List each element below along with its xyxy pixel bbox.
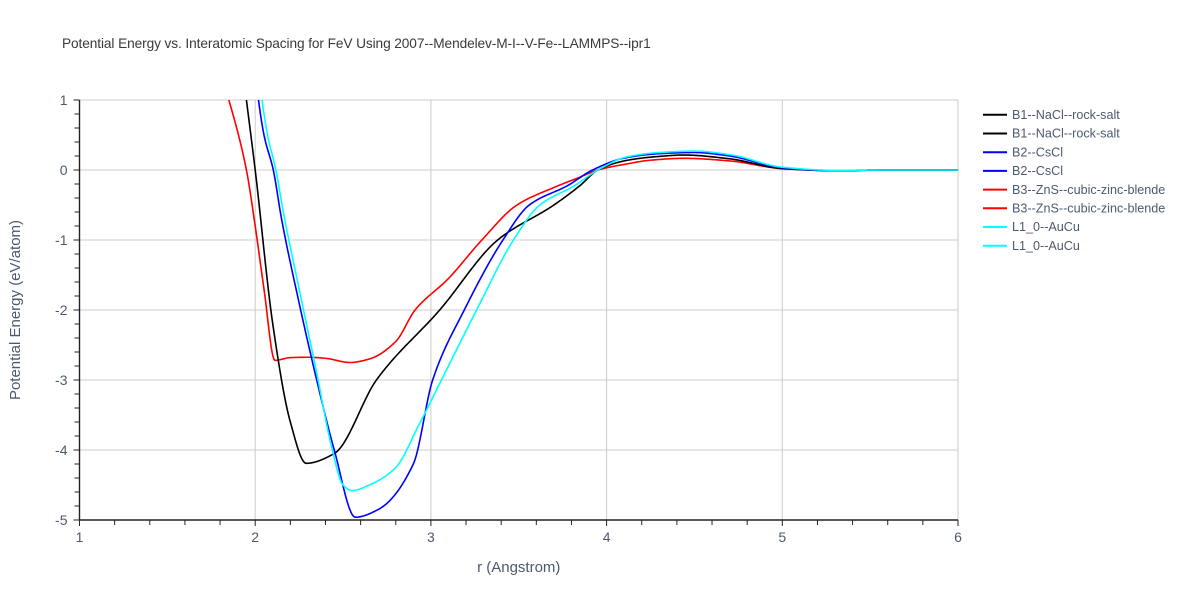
svg-text:6: 6 bbox=[954, 529, 962, 545]
svg-text:B2--CsCl: B2--CsCl bbox=[1012, 164, 1063, 178]
svg-text:-3: -3 bbox=[55, 372, 68, 388]
svg-text:Potential Energy (eV/atom): Potential Energy (eV/atom) bbox=[7, 220, 24, 400]
svg-text:1: 1 bbox=[60, 92, 68, 108]
svg-text:B1--NaCl--rock-salt: B1--NaCl--rock-salt bbox=[1012, 127, 1120, 141]
svg-text:-5: -5 bbox=[55, 512, 68, 528]
svg-text:1: 1 bbox=[76, 529, 84, 545]
svg-text:B1--NaCl--rock-salt: B1--NaCl--rock-salt bbox=[1012, 108, 1120, 122]
svg-text:-2: -2 bbox=[55, 302, 68, 318]
svg-text:5: 5 bbox=[778, 529, 786, 545]
svg-text:L1_0--AuCu: L1_0--AuCu bbox=[1012, 220, 1080, 234]
svg-text:L1_0--AuCu: L1_0--AuCu bbox=[1012, 239, 1080, 253]
svg-text:3: 3 bbox=[427, 529, 435, 545]
svg-text:B2--CsCl: B2--CsCl bbox=[1012, 145, 1063, 159]
svg-text:0: 0 bbox=[60, 162, 68, 178]
svg-text:2: 2 bbox=[251, 529, 259, 545]
svg-text:B3--ZnS--cubic-zinc-blende: B3--ZnS--cubic-zinc-blende bbox=[1012, 202, 1165, 216]
svg-text:B3--ZnS--cubic-zinc-blende: B3--ZnS--cubic-zinc-blende bbox=[1012, 183, 1165, 197]
svg-text:r (Angstrom): r (Angstrom) bbox=[477, 559, 560, 576]
svg-text:4: 4 bbox=[603, 529, 611, 545]
svg-text:-1: -1 bbox=[55, 232, 68, 248]
svg-text:-4: -4 bbox=[55, 442, 68, 458]
